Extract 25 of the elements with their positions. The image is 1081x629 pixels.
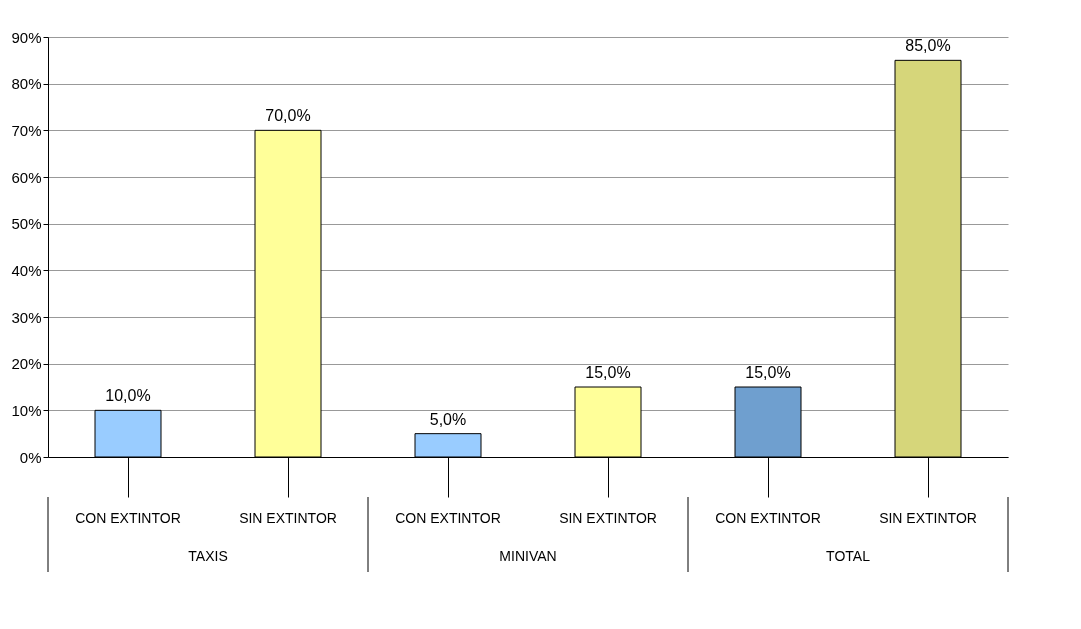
x-tick-label: SIN EXTINTOR xyxy=(239,509,337,526)
data-label: 15,0% xyxy=(585,364,631,381)
data-label: 85,0% xyxy=(905,37,951,55)
text: TAXIS xyxy=(188,548,228,564)
data-label: 70,0% xyxy=(265,107,311,125)
y-tick-label: 60% xyxy=(11,168,42,186)
y-tick-label: 80% xyxy=(11,75,42,93)
y-tick-label: 30% xyxy=(11,308,42,326)
x-tick-label: CON EXTINTOR xyxy=(715,509,821,526)
y-tick-label: 70% xyxy=(11,121,42,139)
y-tick-label: 50% xyxy=(11,215,42,233)
y-tick-label: 10% xyxy=(11,401,42,419)
text: TOTAL xyxy=(826,548,871,564)
y-tick-label: 90% xyxy=(11,28,42,46)
text: MINIVAN xyxy=(499,548,557,564)
x-tick-label: CON EXTINTOR xyxy=(75,509,181,526)
x-tick-label: SIN EXTINTOR xyxy=(559,509,657,526)
data-label: 10,0% xyxy=(105,387,151,405)
y-tick-label: 40% xyxy=(11,261,42,279)
y-tick-label: 0% xyxy=(19,448,42,466)
x-tick-label: CON EXTINTOR xyxy=(395,509,501,526)
data-label: 15,0% xyxy=(745,364,791,381)
x-tick-label: SIN EXTINTOR xyxy=(879,509,977,526)
y-tick-label: 20% xyxy=(11,355,42,373)
data-label: 5,0% xyxy=(429,410,467,428)
